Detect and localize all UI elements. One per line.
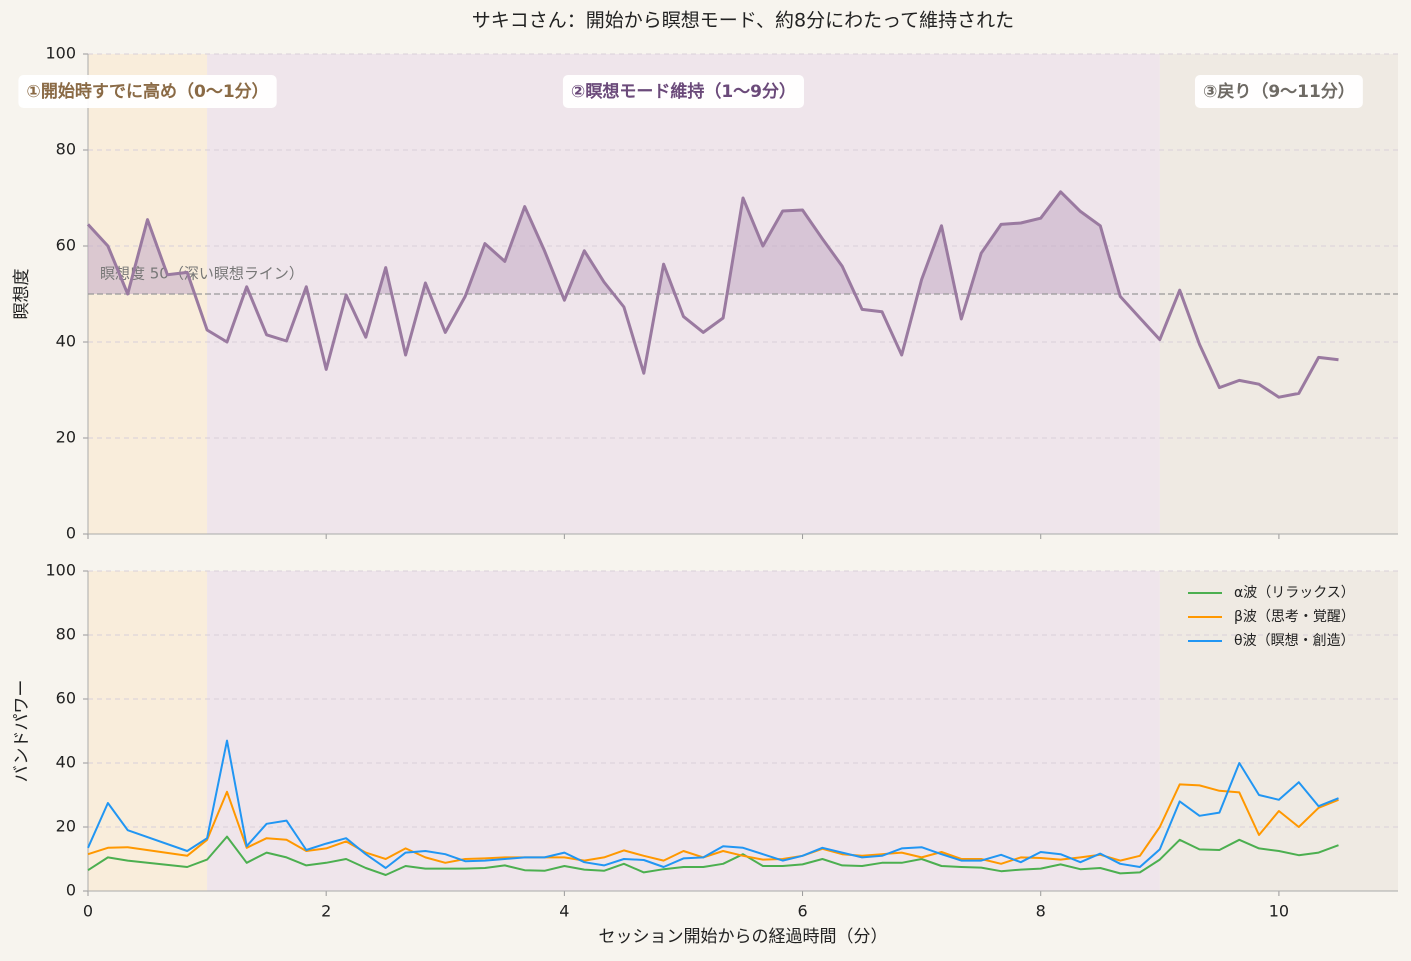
legend-label: α波（リラックス） xyxy=(1234,585,1355,601)
phase-label-group: ②瞑想モード維持（1〜9分） xyxy=(562,75,804,108)
phase-label-box xyxy=(1194,75,1363,108)
phase-label-box xyxy=(562,75,804,108)
y-tick-label: 40 xyxy=(56,332,76,351)
series-line xyxy=(87,739,1339,869)
y-tick-label: 40 xyxy=(56,753,76,772)
y-tick-label: 80 xyxy=(56,625,76,644)
phase-label-box xyxy=(18,75,277,108)
legend-label: θ波（瞑想・創造） xyxy=(1234,633,1355,649)
line xyxy=(86,190,1339,399)
chart-title: サキコさん：開始から瞑想モード、約8分にわたって維持された xyxy=(472,10,1014,32)
y-tick-label: 60 xyxy=(56,689,76,708)
y-tick-label: 100 xyxy=(45,561,76,580)
y-tick-label: 80 xyxy=(56,140,76,159)
y-axis-label: バンドパワー xyxy=(12,680,32,783)
x-axis-label: セッション開始からの経過時間（分） xyxy=(599,927,888,947)
x-tick-label: 4 xyxy=(559,902,569,921)
y-tick-label: 0 xyxy=(66,881,76,900)
y-tick-label: 20 xyxy=(56,428,76,447)
phase-label-group: ③戻り（9〜11分） xyxy=(1194,75,1363,108)
phase-label: ①開始時すでに高め（0〜1分） xyxy=(26,81,268,102)
x-tick-label: 8 xyxy=(1036,902,1046,921)
y-axis-label: 瞑想度 xyxy=(12,269,32,320)
area-above-threshold xyxy=(88,191,1339,294)
x-tick-label: 2 xyxy=(321,902,331,921)
phase-band xyxy=(88,571,208,891)
series-line xyxy=(87,835,1339,876)
phase-band xyxy=(207,571,1160,891)
x-tick-label: 0 xyxy=(83,902,93,921)
x-tick-label: 6 xyxy=(797,902,807,921)
phase-label: ③戻り（9〜11分） xyxy=(1203,81,1355,102)
y-tick-label: 20 xyxy=(56,817,76,836)
x-tick-label: 10 xyxy=(1269,902,1289,921)
y-tick-label: 0 xyxy=(66,524,76,543)
phase-band xyxy=(1159,571,1398,891)
threshold-label: 瞑想度 50（深い瞑想ライン） xyxy=(100,265,304,283)
y-tick-label: 60 xyxy=(56,236,76,255)
series-line xyxy=(87,783,1339,865)
y-tick-label: 100 xyxy=(45,44,76,63)
phase-label: ②瞑想モード維持（1〜9分） xyxy=(571,81,796,102)
legend-label: β波（思考・覚醒） xyxy=(1234,609,1355,625)
phase-label-group: ①開始時すでに高め（0〜1分） xyxy=(18,75,277,108)
